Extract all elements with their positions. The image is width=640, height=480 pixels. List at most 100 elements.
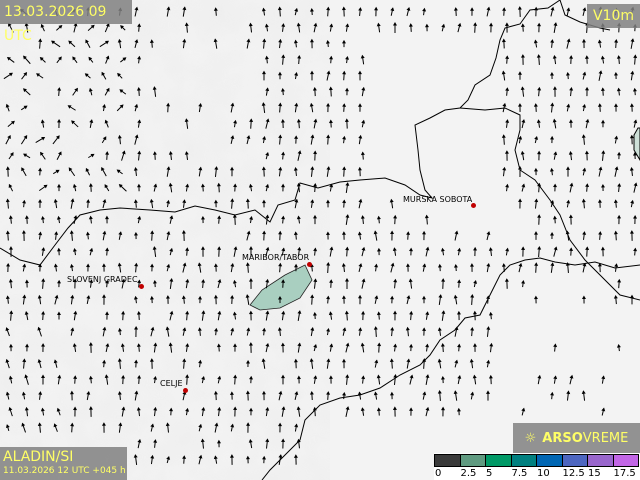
city-label-celje: CELJE: [160, 379, 183, 388]
wind-arrow: [313, 118, 318, 129]
wind-arrow: [630, 38, 635, 49]
wind-arrow: [521, 119, 526, 129]
wind-arrow: [169, 215, 174, 224]
wind-arrow: [425, 374, 430, 385]
wind-arrow: [310, 199, 315, 208]
wind-arrow: [550, 200, 555, 208]
wind-arrow: [614, 39, 619, 48]
wind-arrow: [633, 247, 638, 256]
wind-arrow: [99, 40, 110, 48]
wind-arrow: [41, 374, 46, 385]
wind-arrow: [182, 455, 187, 464]
wind-arrow: [280, 87, 285, 96]
wind-arrow: [473, 246, 478, 257]
wind-arrow: [56, 56, 62, 64]
wind-arrow: [294, 102, 299, 113]
wind-arrow: [248, 310, 253, 321]
wind-arrows: [3, 6, 638, 466]
wind-arrow: [37, 359, 42, 369]
wind-arrow: [629, 167, 634, 177]
wind-arrow: [149, 198, 154, 209]
wind-arrow: [470, 326, 475, 337]
wind-arrow: [53, 423, 58, 432]
wind-arrow: [38, 231, 43, 240]
wind-arrow: [342, 199, 347, 208]
wind-arrow: [550, 231, 555, 240]
wind-arrow: [569, 247, 574, 256]
model-name: ALADIN/SI: [3, 449, 74, 465]
country-border-north: [0, 0, 561, 266]
wind-arrow: [390, 295, 395, 304]
wind-arrow: [70, 294, 75, 305]
wind-arrow: [9, 310, 14, 321]
wind-arrow: [278, 166, 283, 177]
wind-arrow: [102, 104, 107, 112]
wind-arrow: [41, 247, 46, 256]
wind-arrow: [88, 153, 95, 159]
wind-arrow: [341, 295, 346, 304]
wind-arrow: [230, 102, 235, 113]
wind-arrow: [3, 72, 13, 80]
wind-arrow: [87, 24, 95, 31]
wind-arrow: [88, 342, 93, 353]
wind-arrow: [441, 406, 446, 417]
wind-arrow: [57, 374, 62, 385]
wind-arrow: [119, 89, 127, 95]
wind-arrow: [150, 454, 155, 465]
wind-arrow: [116, 104, 124, 112]
wind-arrow: [425, 343, 430, 352]
wind-arrow: [582, 231, 587, 240]
wind-arrow: [278, 262, 283, 273]
wind-arrow: [440, 343, 445, 353]
wind-arrow: [488, 311, 493, 320]
wind-arrow: [133, 295, 138, 304]
wind-arrow: [166, 230, 171, 241]
wind-arrow: [182, 199, 187, 208]
wind-arrow: [265, 406, 270, 417]
wind-arrow: [405, 326, 410, 337]
wind-arrow: [313, 22, 318, 33]
wind-arrow: [342, 391, 347, 400]
wind-arrow: [86, 295, 91, 305]
wind-arrow: [277, 295, 282, 304]
wind-arrow: [342, 166, 347, 177]
wind-arrow: [297, 54, 302, 65]
wind-arrow: [537, 214, 542, 225]
wind-arrow: [566, 103, 571, 112]
wind-arrow: [473, 22, 478, 33]
wind-arrow: [565, 230, 570, 241]
wind-arrow: [361, 246, 366, 257]
wind-arrow: [86, 263, 91, 272]
wind-arrow: [357, 70, 362, 81]
wind-arrow: [248, 246, 253, 257]
wind-arrow: [550, 6, 555, 17]
wind-arrow: [537, 86, 542, 97]
wind-arrow: [24, 311, 29, 321]
wind-arrow: [53, 169, 60, 175]
wind-arrow: [488, 247, 493, 256]
wind-arrow: [73, 278, 78, 289]
wind-arrow: [6, 56, 15, 63]
wind-arrow: [105, 151, 110, 160]
wind-arrow: [358, 134, 363, 145]
wind-arrow: [408, 278, 413, 289]
wind-arrow: [117, 262, 122, 273]
wind-arrow: [472, 374, 477, 385]
wind-arrow: [469, 358, 474, 369]
wind-arrow: [136, 183, 141, 192]
wind-arrow: [73, 310, 78, 321]
wind-arrow: [168, 342, 173, 353]
wind-arrow: [313, 344, 318, 352]
wind-arrow: [294, 423, 299, 432]
wind-arrow: [440, 247, 445, 256]
wind-arrow: [39, 56, 46, 63]
lake-outline: [633, 127, 640, 161]
wind-arrow: [85, 39, 91, 49]
wind-arrow: [185, 374, 190, 385]
wind-arrow: [68, 40, 76, 48]
wind-arrow: [86, 390, 91, 401]
wind-arrow: [136, 311, 141, 320]
wind-arrow: [504, 22, 509, 33]
wind-arrow: [152, 86, 157, 97]
wind-arrow: [280, 119, 285, 128]
